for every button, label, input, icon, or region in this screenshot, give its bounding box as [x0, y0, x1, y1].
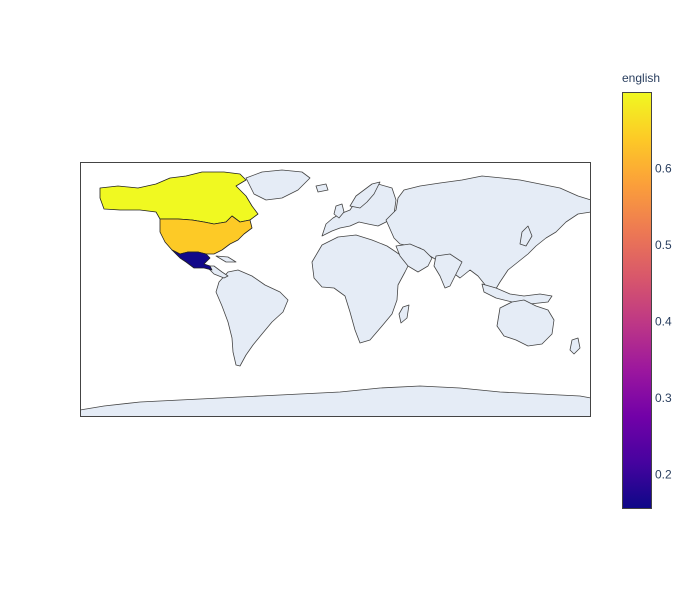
land-japan	[519, 225, 533, 247]
land-scandinavia	[349, 181, 381, 209]
land-antarctica	[80, 385, 591, 417]
country-canada[interactable]	[99, 171, 259, 225]
land-iceland	[315, 183, 329, 193]
land-greenland	[245, 169, 311, 201]
colorbar-tick-label: 0.6	[655, 162, 672, 176]
land-india	[433, 253, 463, 289]
colorbar-tick-label: 0.5	[655, 238, 672, 252]
land-south-america	[215, 269, 289, 367]
colorbar-tick-label: 0.2	[655, 468, 672, 482]
land-madagascar	[398, 304, 410, 324]
land-arabia	[395, 243, 433, 273]
colorbar-fill	[622, 92, 652, 509]
country-mexico[interactable]	[171, 249, 213, 271]
colorbar-tick-label: 0.4	[655, 315, 672, 329]
land-new-zealand	[569, 337, 581, 355]
map-frame	[80, 162, 591, 417]
geo-area[interactable]	[80, 169, 591, 417]
land-asia	[385, 175, 591, 293]
colorbar-ticks: 0.2 0.3 0.4 0.5 0.6	[655, 162, 672, 482]
colorbar-title: english	[622, 71, 660, 85]
colorbar-tick-label: 0.3	[655, 391, 672, 405]
land-britain	[333, 203, 345, 219]
land-indonesia	[481, 283, 553, 305]
land-caribbean	[215, 255, 237, 263]
land-australia	[496, 299, 555, 347]
colorbar: english 0.2 0.3 0.4 0.5 0.6	[622, 71, 672, 509]
colorbar-frame	[622, 92, 652, 509]
land-europe	[321, 183, 397, 237]
land-africa	[311, 234, 411, 344]
